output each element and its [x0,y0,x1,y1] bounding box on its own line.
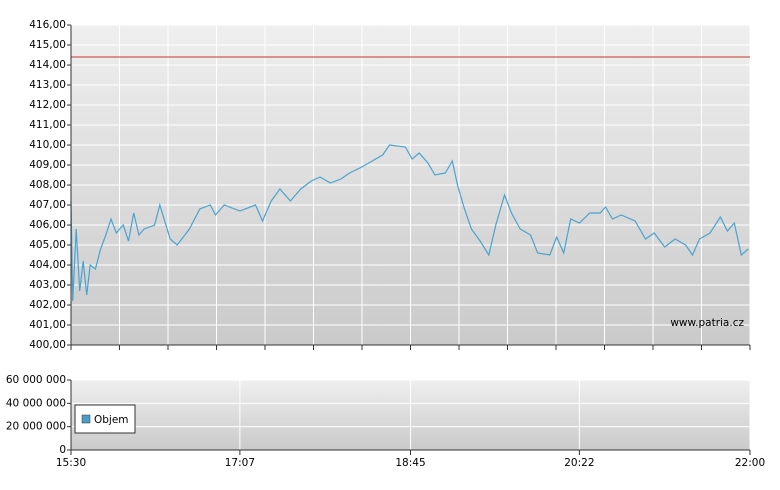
y-tick-label: 405,00 [29,239,66,251]
y-tick-label: 410,00 [29,139,66,151]
y-tick-label: 415,00 [29,39,66,51]
y-tick-label: 416,00 [29,19,66,31]
x-tick-label: 15:30 [56,457,86,469]
price-line [70,144,749,302]
y-tick-label: 406,00 [29,219,66,231]
y-tick-label: 409,00 [29,159,66,171]
y-tick-label: 20 000 000 [6,421,66,433]
x-tick-label: 18:45 [395,457,425,469]
y-tick-label: 401,00 [29,319,66,331]
y-tick-label: 412,00 [29,99,66,111]
y-tick-label: 403,00 [29,279,66,291]
y-tick-label: 400,00 [29,339,66,351]
legend-swatch [81,414,91,424]
y-tick-label: 402,00 [29,299,66,311]
x-tick-label: 17:07 [225,457,255,469]
y-tick-label: 60 000 000 [6,374,66,386]
watermark: www.patria.cz [670,317,744,329]
x-tick-label: 22:00 [735,457,765,469]
y-tick-label: 40 000 000 [6,397,66,409]
y-tick-label: 414,00 [29,59,66,71]
x-tick-label: 20:22 [564,457,594,469]
y-tick-label: 411,00 [29,119,66,131]
legend-label: Objem [94,414,129,426]
y-tick-label: 408,00 [29,179,66,191]
y-tick-label: 407,00 [29,199,66,211]
y-tick-label: 0 [59,444,66,456]
y-tick-label: 413,00 [29,79,66,91]
y-tick-label: 404,00 [29,259,66,271]
